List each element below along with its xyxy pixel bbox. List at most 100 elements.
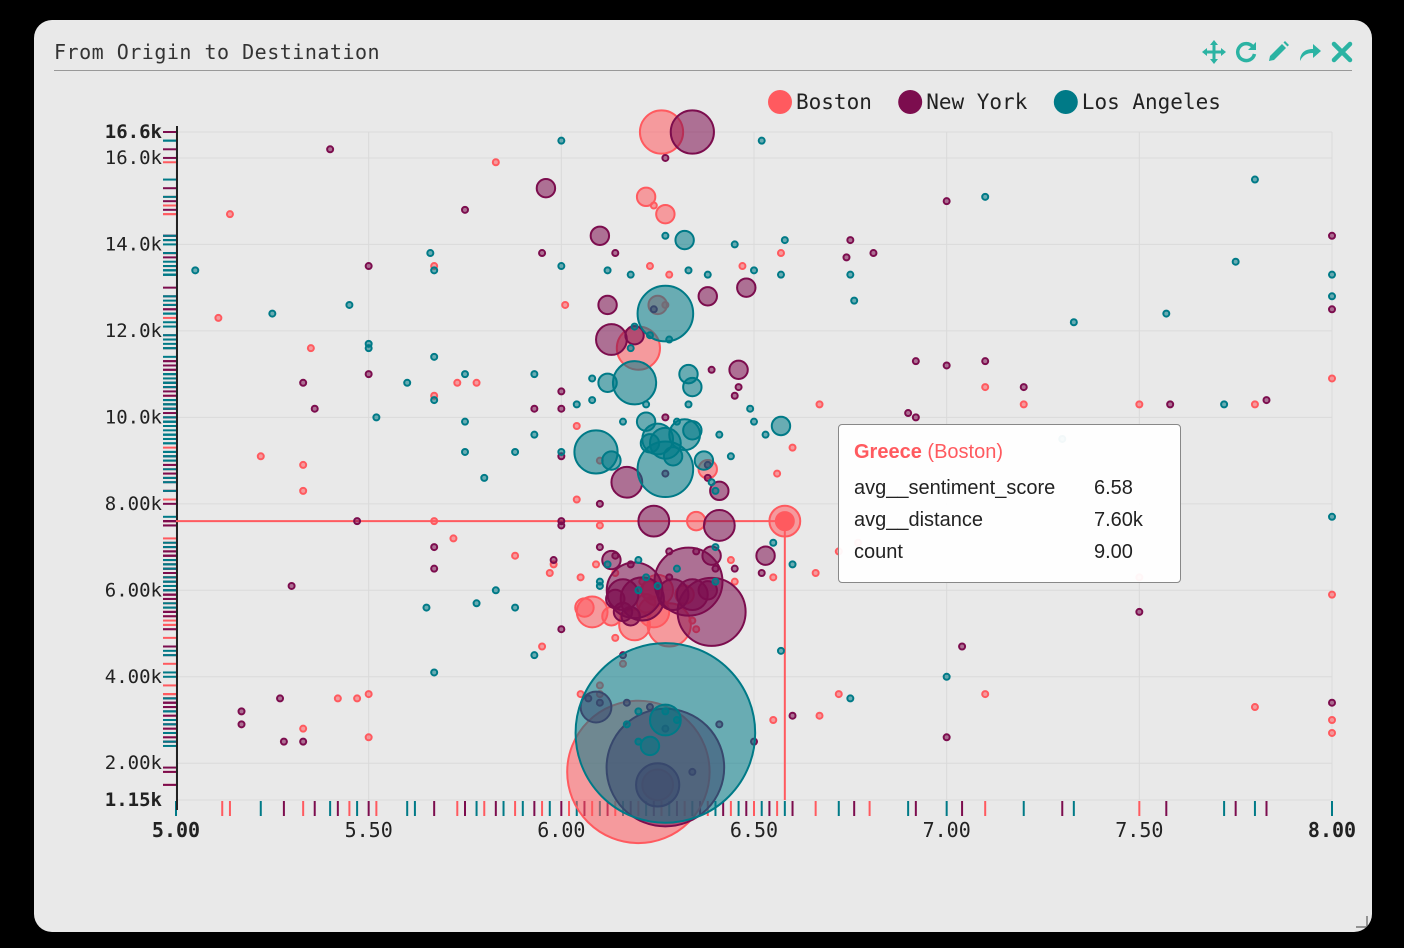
data-point[interactable] [776,646,785,655]
data-point[interactable] [530,404,539,413]
data-point[interactable] [430,396,439,405]
data-point[interactable] [769,716,778,725]
data-point[interactable] [353,694,362,703]
data-point[interactable] [595,581,604,590]
data-point[interactable] [1328,305,1336,314]
data-point[interactable] [572,400,581,409]
data-point[interactable] [815,711,824,720]
data-point[interactable] [595,521,604,530]
data-point[interactable] [715,430,724,439]
data-point[interactable] [773,469,782,478]
data-point[interactable] [942,733,951,742]
data-point[interactable] [511,447,520,456]
data-point[interactable] [605,588,626,610]
data-point[interactable] [426,249,435,258]
data-point[interactable] [911,413,920,422]
data-point[interactable] [634,707,643,716]
data-point[interactable] [1135,607,1144,616]
data-point[interactable] [214,313,223,322]
data-point[interactable] [364,262,373,271]
data-point[interactable] [430,668,439,677]
edit-icon[interactable] [1264,38,1292,66]
data-point[interactable] [645,331,654,340]
data-point[interactable] [672,564,681,573]
data-point[interactable] [299,486,308,495]
data-point[interactable] [1328,292,1336,301]
data-point[interactable] [757,569,766,578]
data-point[interactable] [225,210,234,219]
data-point[interactable] [684,266,693,275]
data-point[interactable] [461,447,469,456]
data-point[interactable] [846,236,855,245]
data-point[interactable] [588,396,597,405]
resize-handle-icon[interactable] [1354,914,1368,928]
data-point[interactable] [237,707,246,716]
data-point[interactable] [557,387,566,396]
data-point[interactable] [1135,400,1144,409]
data-point[interactable] [268,309,277,318]
data-point[interactable] [850,296,859,305]
data-point[interactable] [811,569,820,578]
data-point[interactable] [403,378,412,387]
share-icon[interactable] [1296,38,1324,66]
data-point[interactable] [942,361,951,370]
data-point[interactable] [634,737,643,746]
data-point[interactable] [761,430,770,439]
data-point[interactable] [1328,716,1336,725]
data-point[interactable] [472,378,481,387]
data-point[interactable] [326,145,335,154]
data-point[interactable] [682,420,703,441]
legend-swatch[interactable] [1053,90,1078,114]
data-point[interactable] [603,560,612,569]
data-point[interactable] [981,690,990,699]
data-point[interactable] [730,240,739,249]
data-point[interactable] [707,365,716,374]
data-point[interactable] [530,430,539,439]
data-point[interactable] [535,178,557,199]
data-point[interactable] [595,499,604,508]
data-point[interactable] [279,737,288,746]
data-point[interactable] [846,270,855,279]
data-point[interactable] [574,642,757,824]
data-point[interactable] [1069,318,1078,327]
data-point[interactable] [572,422,581,431]
refresh-icon[interactable] [1232,38,1260,66]
data-point[interactable] [958,642,967,651]
data-point[interactable] [372,413,381,422]
data-point[interactable] [981,383,990,392]
data-point[interactable] [299,460,308,469]
data-point[interactable] [549,556,558,565]
data-point[interactable] [869,249,878,258]
data-point[interactable] [299,724,308,733]
data-point[interactable] [530,651,539,660]
data-point[interactable] [682,376,703,398]
data-point[interactable] [430,564,439,573]
data-point[interactable] [665,270,674,279]
data-point[interactable] [728,359,749,380]
data-point[interactable] [645,262,654,271]
data-point[interactable] [1019,400,1028,409]
data-point[interactable] [1220,400,1229,409]
data-point[interactable] [422,603,431,612]
data-point[interactable] [736,277,757,298]
data-point[interactable] [697,286,718,307]
data-point[interactable] [622,720,631,729]
data-point[interactable] [511,603,520,612]
data-point[interactable] [1328,270,1336,279]
data-point[interactable] [770,415,792,437]
data-point[interactable] [642,400,651,409]
data-point[interactable] [430,266,439,275]
data-point[interactable] [730,564,739,573]
data-point[interactable] [686,510,707,532]
highlight-point[interactable] [774,511,795,532]
data-point[interactable] [981,357,990,366]
data-point[interactable] [589,225,611,246]
data-point[interactable] [557,521,566,530]
data-point[interactable] [634,586,643,595]
scatter-chart[interactable]: 5.00 5.50 6.00 6.50 7.00 7.50 8.00 16.6k 16.0k 14… [34,20,1372,932]
data-point[interactable] [730,391,739,400]
data-point[interactable] [750,417,758,426]
data-point[interactable] [702,509,736,542]
data-point[interactable] [601,450,622,471]
data-point[interactable] [769,573,778,582]
